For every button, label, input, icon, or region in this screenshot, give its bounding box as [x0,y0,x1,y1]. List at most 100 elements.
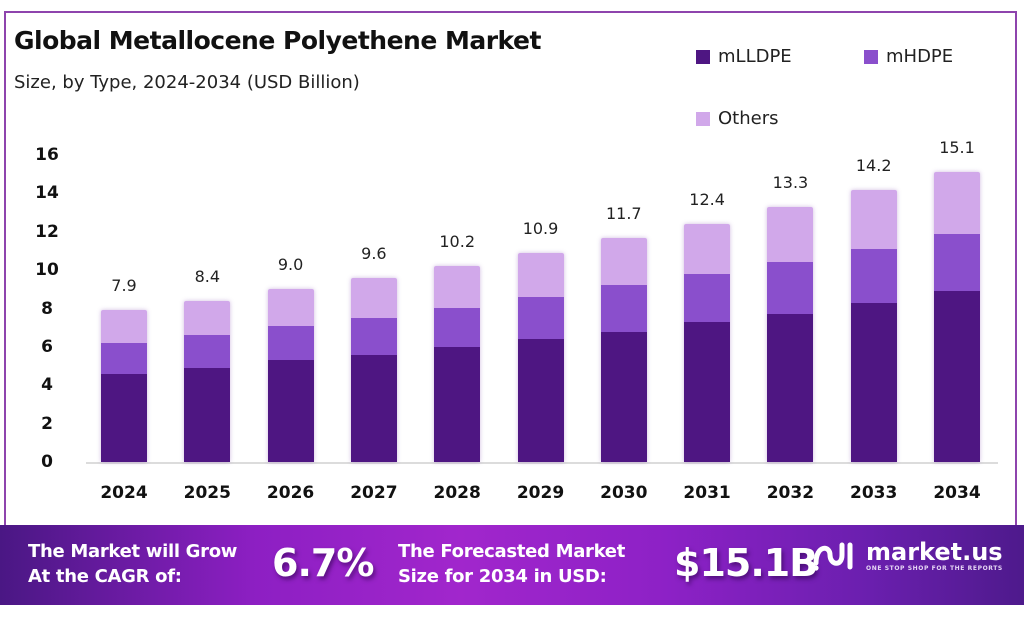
bar-segment-others[interactable] [267,289,314,326]
bar-segment-others[interactable] [934,172,980,234]
y-tick-label: 14 [35,183,59,204]
y-axis: 0 2 4 6 8 10 12 14 16 [30,0,70,617]
bar-segment-mlldpe[interactable] [101,373,147,462]
bar-segment-others[interactable] [767,206,814,263]
y-tick-label: 8 [41,298,53,319]
x-tick-label: 2029 [516,483,565,503]
bar-segment-others[interactable] [101,310,147,344]
bottom-margin [0,605,1024,617]
bar-segment-mhdpe[interactable] [184,335,231,368]
x-tick-label: 2028 [433,483,481,503]
cagr-caption-line2: At the CAGR of: [28,566,182,587]
legend-item-mlldpe: mLLDPE [696,46,792,67]
bar-segment-others[interactable] [434,266,481,309]
legend-item-mhdpe: mHDPE [864,46,953,67]
x-tick-label: 2027 [350,483,398,503]
chart-frame [4,11,1017,526]
bar-segment-mlldpe[interactable] [517,339,564,462]
bar-segment-mlldpe[interactable] [267,360,314,462]
summary-banner: The Market will Grow At the CAGR of: 6.7… [0,525,1024,605]
bar-2033[interactable] [850,189,897,462]
bar-segment-mhdpe[interactable] [517,296,564,340]
cagr-value: 6.7% [272,541,374,585]
bar-segment-others[interactable] [184,300,231,336]
bar-total-label: 10.2 [439,232,475,252]
x-tick-label: 2031 [683,483,731,503]
bar-2024[interactable] [101,310,147,462]
y-tick-label: 4 [41,375,53,396]
bar-segment-mlldpe[interactable] [434,346,481,462]
bar-segment-others[interactable] [600,237,647,286]
bar-segment-mhdpe[interactable] [767,262,814,315]
y-tick-label: 16 [35,145,59,165]
x-tick-label: 2026 [266,483,315,503]
bar-segment-others[interactable] [517,252,564,297]
y-tick-label: 12 [35,221,59,242]
bar-segment-mhdpe[interactable] [684,273,731,322]
x-tick-label: 2030 [600,483,648,503]
legend-item-others: Others [696,108,779,129]
x-tick-label: 2032 [766,483,815,503]
bar-total-label: 11.7 [605,203,642,223]
bar-2028[interactable] [434,266,481,462]
bar-2027[interactable] [350,277,397,462]
cagr-caption-line1: The Market will Grow [28,541,238,562]
bar-segment-others[interactable] [684,224,731,274]
market-us-logo[interactable]: market.us ONE STOP SHOP FOR THE REPORTS [812,535,1003,575]
bar-2031[interactable] [684,224,731,462]
legend-swatch-others [696,111,710,126]
bar-segment-mlldpe[interactable] [600,331,647,462]
bar-2025[interactable] [184,300,231,462]
x-tick-label: 2034 [933,483,981,503]
bar-2034[interactable] [934,172,980,462]
legend-label: mLLDPE [718,46,792,67]
bar-total-label: 9.0 [277,255,304,275]
bar-total-label: 9.6 [361,243,387,263]
bar-2029[interactable] [517,252,564,462]
bar-segment-mlldpe[interactable] [767,314,814,462]
bar-total-label: 12.4 [689,190,725,210]
x-tick-label: 2033 [850,483,898,503]
forecast-caption-line2: Size for 2034 in USD: [398,566,607,587]
logo-tagline: ONE STOP SHOP FOR THE REPORTS [866,564,1003,572]
bar-segment-mlldpe[interactable] [184,367,231,462]
bar-segment-mlldpe[interactable] [934,291,980,462]
bar-total-label: 8.4 [194,266,221,286]
legend-swatch-mlldpe [696,49,710,64]
x-axis-line [86,462,998,464]
legend-label: mHDPE [886,46,954,67]
bar-total-label: 10.9 [522,218,559,238]
bar-segment-mhdpe[interactable] [101,343,147,374]
bar-segment-mlldpe[interactable] [850,302,897,462]
bar-segment-mhdpe[interactable] [350,318,397,355]
forecast-value: $15.1B [674,541,818,585]
bar-total-label: 7.9 [111,276,137,296]
bar-2030[interactable] [600,237,647,462]
bar-segment-mhdpe[interactable] [850,249,897,303]
x-tick-label: 2025 [183,483,231,503]
bar-2026[interactable] [267,289,314,462]
cagr-caption: The Market will Grow At the CAGR of: [28,539,237,589]
bar-segment-mhdpe[interactable] [434,308,481,347]
y-tick-label: 0 [41,452,53,472]
legend-swatch-mhdpe [864,49,878,64]
chart-title: Global Metallocene Polyethene Market [14,26,541,55]
bar-segment-others[interactable] [350,277,397,319]
bar-segment-mhdpe[interactable] [934,233,980,292]
y-tick-label: 10 [35,260,59,281]
logo-name: market.us [866,537,1003,566]
chart-subtitle: Size, by Type, 2024-2034 (USD Billion) [14,72,360,93]
bar-2032[interactable] [767,206,814,462]
bar-segment-mhdpe[interactable] [267,325,314,361]
bar-segment-mhdpe[interactable] [600,285,647,332]
forecast-caption: The Forecasted Market Size for 2034 in U… [398,539,625,589]
bar-segment-mlldpe[interactable] [350,354,397,462]
forecast-caption-line1: The Forecasted Market [398,541,626,562]
x-tick-label: 2024 [100,483,148,503]
bar-segment-mlldpe[interactable] [684,321,731,462]
bar-segment-others[interactable] [850,189,897,250]
y-tick-label: 2 [41,413,53,434]
bar-total-label: 14.2 [855,155,892,175]
market-us-logo-icon [813,542,853,571]
y-tick-label: 6 [41,336,53,357]
